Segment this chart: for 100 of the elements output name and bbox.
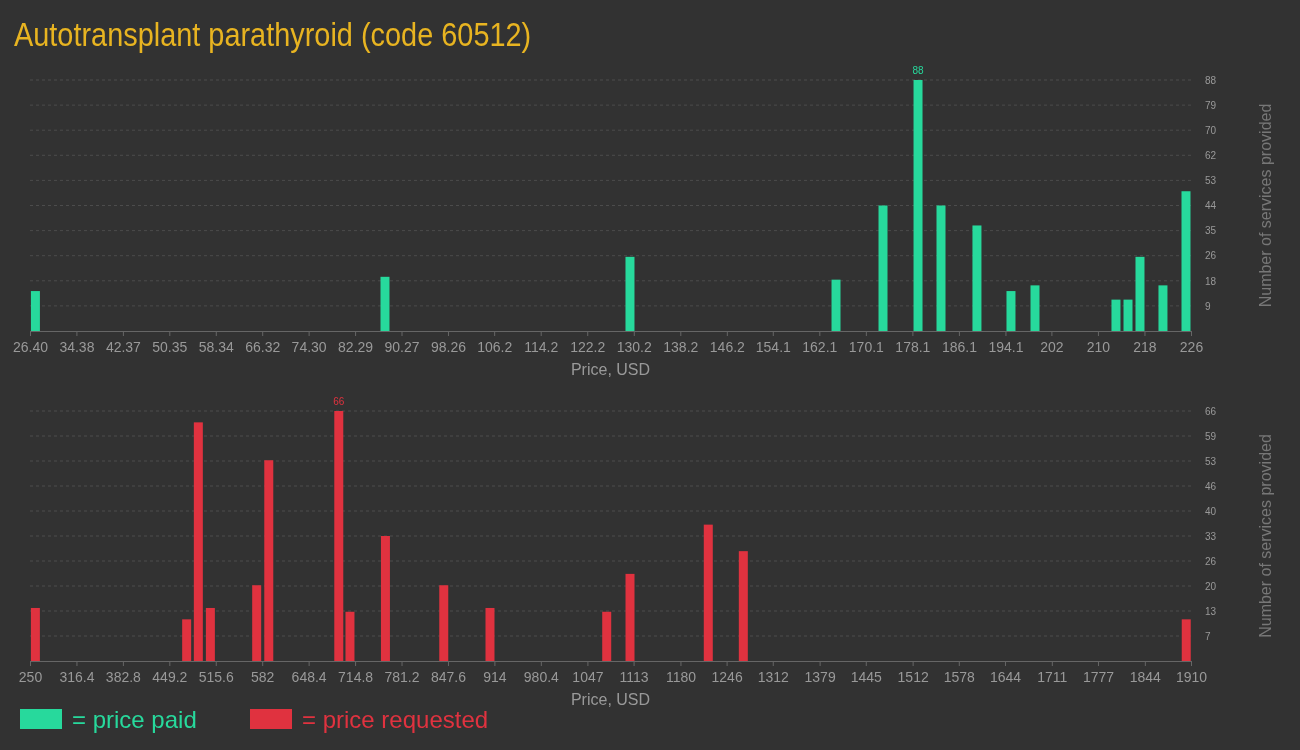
y-tick-label: 88	[1205, 74, 1217, 86]
legend-label: = price requested	[302, 706, 489, 733]
y-tick-label: 20	[1205, 580, 1217, 592]
y-tick-label: 35	[1205, 225, 1217, 237]
x-tick-label: 1844	[1129, 668, 1162, 685]
x-tick-label: 980.4	[523, 668, 560, 685]
data-label: 66	[333, 396, 345, 407]
x-tick-label: 170.1	[848, 338, 885, 355]
bar	[602, 611, 612, 661]
x-tick-label: 162.1	[802, 338, 838, 355]
x-tick-label: 1578	[943, 668, 976, 685]
x-tick-label: 218	[1133, 338, 1157, 355]
bar	[1030, 285, 1040, 331]
bar	[345, 611, 355, 661]
x-tick-label: 82.29	[338, 338, 374, 355]
x-tick-label: 582	[251, 668, 275, 685]
bar	[1123, 299, 1133, 331]
x-tick-label: 714.8	[338, 668, 374, 685]
bar	[205, 607, 215, 661]
x-tick-label: 154.1	[755, 338, 792, 355]
x-tick-label: 1445	[850, 668, 883, 685]
bar	[193, 422, 203, 661]
bar	[878, 205, 888, 331]
x-tick-label: 74.30	[291, 338, 327, 355]
x-tick-label: 1777	[1082, 668, 1115, 685]
bar	[1006, 291, 1016, 331]
x-tick-label: 515.6	[198, 668, 234, 685]
bar	[625, 256, 635, 331]
bar	[380, 536, 390, 661]
bar	[485, 607, 495, 661]
x-tick-label: 114.2	[524, 338, 559, 355]
x-tick-label: 648.4	[291, 668, 327, 685]
x-tick-label: 449.2	[152, 668, 188, 685]
x-tick-label: 194.1	[988, 338, 1024, 355]
y-tick-label: 33	[1205, 530, 1217, 542]
x-tick-label: 250	[18, 668, 43, 685]
x-tick-label: 26.40	[12, 338, 49, 355]
bar	[334, 411, 344, 661]
x-tick-label: 1047	[572, 668, 604, 685]
bar	[913, 80, 923, 331]
x-tick-label: 66.32	[245, 338, 281, 355]
x-tick-label: 202	[1040, 338, 1064, 355]
data-label: 88	[912, 65, 925, 76]
bar	[831, 279, 841, 331]
x-tick-label: 1312	[757, 668, 790, 685]
x-tick-label: 98.26	[430, 338, 467, 355]
y-tick-label: 70	[1205, 124, 1217, 136]
bar	[625, 573, 635, 661]
bar	[252, 585, 262, 661]
chart-title: Autotransplant parathyroid (code 60512)	[14, 14, 532, 54]
x-tick-label: 122.2	[570, 338, 606, 355]
x-tick-label: 1644	[989, 668, 1022, 685]
y-tick-label: 9	[1205, 300, 1211, 312]
x-tick-label: 1246	[711, 668, 743, 685]
x-tick-label: 178.1	[895, 338, 931, 355]
x-tick-label: 50.35	[152, 338, 188, 355]
y-tick-label: 53	[1205, 175, 1217, 187]
y-axis-title: Number of services provided	[1257, 103, 1274, 308]
bar	[972, 225, 982, 331]
x-tick-label: 382.8	[105, 668, 142, 685]
legend-label: = price paid	[72, 706, 197, 733]
bar	[703, 524, 713, 661]
x-tick-label: 138.2	[663, 338, 699, 355]
bar	[1158, 285, 1168, 331]
x-tick-label: 847.6	[430, 668, 467, 685]
x-tick-label: 1512	[897, 668, 929, 685]
bar	[182, 619, 192, 661]
x-tick-label: 130.2	[616, 338, 652, 355]
y-tick-label: 53	[1205, 455, 1217, 467]
x-tick-label: 58.34	[198, 338, 235, 355]
x-tick-label: 781.2	[384, 668, 420, 685]
bar	[380, 276, 390, 331]
bar	[1135, 256, 1145, 331]
x-tick-label: 106.2	[477, 338, 513, 355]
bar	[1111, 299, 1121, 331]
bar	[1181, 619, 1191, 661]
x-tick-label: 1910	[1175, 668, 1208, 685]
y-tick-label: 40	[1205, 505, 1217, 517]
x-tick-label: 1711	[1037, 668, 1068, 685]
y-tick-label: 7	[1205, 630, 1211, 642]
x-axis-title: Price, USD	[570, 361, 651, 378]
x-tick-label: 90.27	[384, 338, 420, 355]
x-tick-label: 146.2	[709, 338, 746, 355]
x-tick-label: 1180	[665, 668, 697, 685]
x-tick-label: 186.1	[941, 338, 978, 355]
y-tick-label: 66	[1205, 405, 1217, 417]
y-tick-label: 13	[1205, 605, 1217, 617]
x-axis-title: Price, USD	[570, 691, 651, 708]
bar	[1181, 191, 1191, 331]
bar	[264, 460, 274, 661]
bar	[738, 551, 748, 661]
x-tick-label: 1113	[619, 668, 649, 685]
y-tick-label: 26	[1205, 555, 1217, 567]
x-tick-label: 34.38	[59, 338, 95, 355]
y-tick-label: 18	[1205, 275, 1217, 287]
y-tick-label: 26	[1205, 250, 1217, 262]
bar	[30, 607, 40, 661]
x-tick-label: 42.37	[105, 338, 142, 355]
x-tick-label: 1379	[804, 668, 836, 685]
bar	[936, 205, 946, 331]
